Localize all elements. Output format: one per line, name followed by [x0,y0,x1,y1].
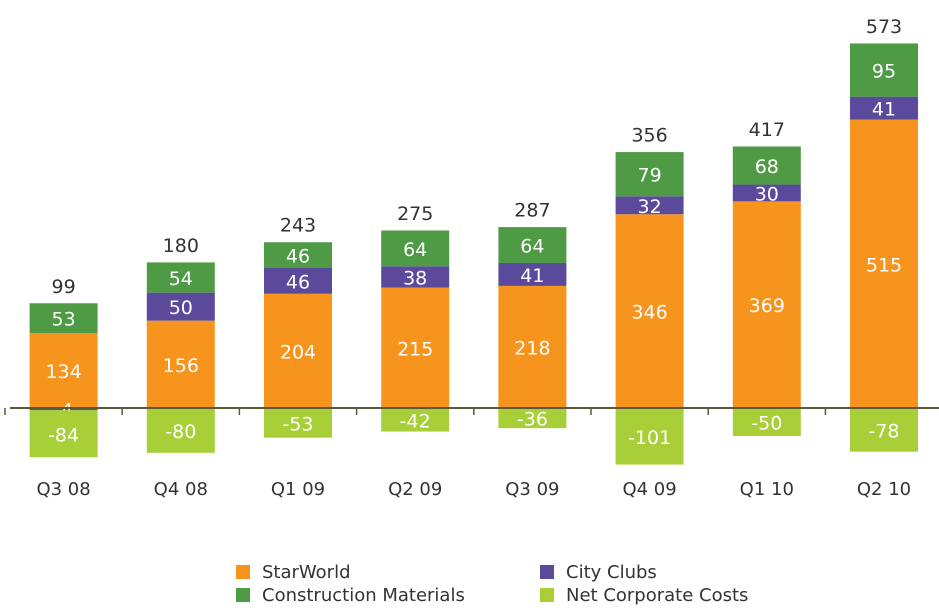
x-tick-label: Q1 10 [740,479,794,500]
x-tick-label: Q4 09 [622,479,676,500]
total-label: 573 [866,16,902,38]
x-tick-label: Q1 09 [271,479,325,500]
bar-segment [732,408,801,436]
value-label: 50 [169,297,193,319]
value-label: 515 [866,254,902,276]
bar-segment [146,262,215,293]
value-label: 218 [514,337,550,359]
value-label: -36 [517,409,548,431]
legend-label: Net Corporate Costs [566,585,748,606]
bar-segment [615,408,684,465]
legend-label: City Clubs [566,562,657,583]
bar-segment [850,96,918,120]
legend-label: Construction Materials [262,585,465,606]
value-label: -42 [400,410,431,432]
bar-segment [732,184,801,202]
value-label: 369 [749,295,785,317]
total-label: 99 [52,276,76,298]
value-label: 95 [872,61,896,83]
value-label: 68 [755,156,779,178]
value-label: 46 [286,246,310,268]
value-label: 53 [52,309,76,331]
bar-segment [146,292,215,321]
legend-swatch [236,565,250,579]
bar-segment [732,146,801,185]
bar-segment [381,266,450,288]
bar-segment [498,408,567,429]
value-label: 64 [520,236,544,258]
value-label: -50 [751,413,782,435]
value-label: 215 [397,338,433,360]
bar-segment [29,303,98,333]
x-tick-label: Q3 08 [36,479,90,500]
value-label: -80 [165,421,196,443]
value-label: 32 [638,196,662,218]
bar-segment [29,408,98,411]
bar-segment [381,287,450,408]
value-label: -78 [868,420,899,442]
bar-segment [498,262,567,286]
value-label: 64 [403,239,427,261]
bar-segment [498,227,567,263]
value-label: -84 [48,424,79,446]
bar-segment [850,119,918,408]
bar-segment [264,268,332,294]
total-label: 287 [514,200,550,222]
bar-segment [29,410,98,458]
legend-swatch [540,565,554,579]
legend-swatch [540,588,554,602]
bar-segment [146,320,215,408]
bar-segment [615,214,684,408]
bar-segment [498,285,567,408]
bar-segment [264,242,332,268]
value-label: -101 [628,427,671,449]
value-label: 41 [520,265,544,287]
total-label: 275 [397,203,433,225]
bar-segment [146,408,215,453]
bar-segment [264,293,332,408]
x-tick-label: Q4 08 [154,479,208,500]
x-tick-label: Q3 09 [505,479,559,500]
value-label: 46 [286,271,310,293]
value-label: 54 [169,268,193,290]
legend-swatch [236,588,250,602]
bar-segment [732,201,801,408]
bar-segment [615,152,684,197]
value-label: 156 [163,355,199,377]
bar-segment [850,408,918,452]
total-label: 417 [749,119,785,141]
value-label: -53 [282,413,313,435]
value-label: 38 [403,267,427,289]
bar-segment [850,43,918,97]
x-tick-label: Q2 09 [388,479,442,500]
total-label: 243 [280,215,316,237]
value-label: 134 [45,361,81,383]
total-label: 356 [631,125,667,147]
value-label: 30 [755,183,779,205]
bar-segment [381,408,450,432]
value-label: 204 [280,341,316,363]
value-label: 79 [638,165,662,187]
x-tick-label: Q2 10 [857,479,911,500]
bar-segment [381,230,450,267]
legend-label: StarWorld [262,562,351,583]
value-label: 346 [631,302,667,324]
value-label: 41 [872,99,896,121]
bar-segment [264,408,332,438]
bar-segment [615,196,684,215]
total-label: 180 [163,235,199,257]
bar-segment [29,332,98,408]
